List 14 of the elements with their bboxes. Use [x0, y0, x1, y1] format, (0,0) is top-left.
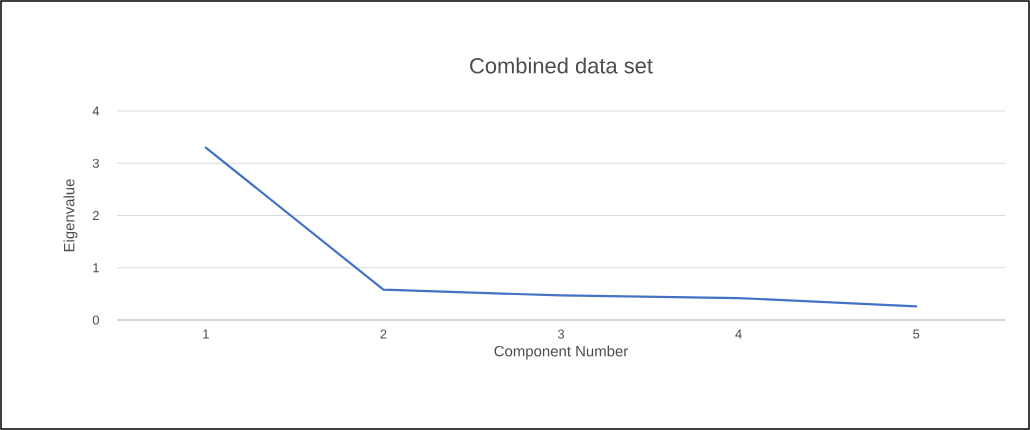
x-tick-label: 3: [557, 329, 565, 339]
x-tick-label: 5: [913, 329, 920, 339]
y-tick-label: 2: [92, 210, 99, 221]
x-tick-label: 2: [380, 329, 387, 339]
x-tick-label: 1: [203, 329, 209, 339]
line-series: [204, 146, 918, 308]
y-axis-title: Eigenvalue: [63, 179, 78, 252]
x-axis-title: Component Number: [494, 345, 628, 360]
x-tick-label: 4: [735, 329, 742, 339]
y-tick-label: 3: [92, 158, 99, 168]
y-tick-label: 4: [92, 106, 100, 116]
y-tick-label: 0: [92, 315, 99, 325]
chart-title: Combined data set: [470, 57, 653, 74]
y-tick-label: 1: [93, 263, 99, 273]
